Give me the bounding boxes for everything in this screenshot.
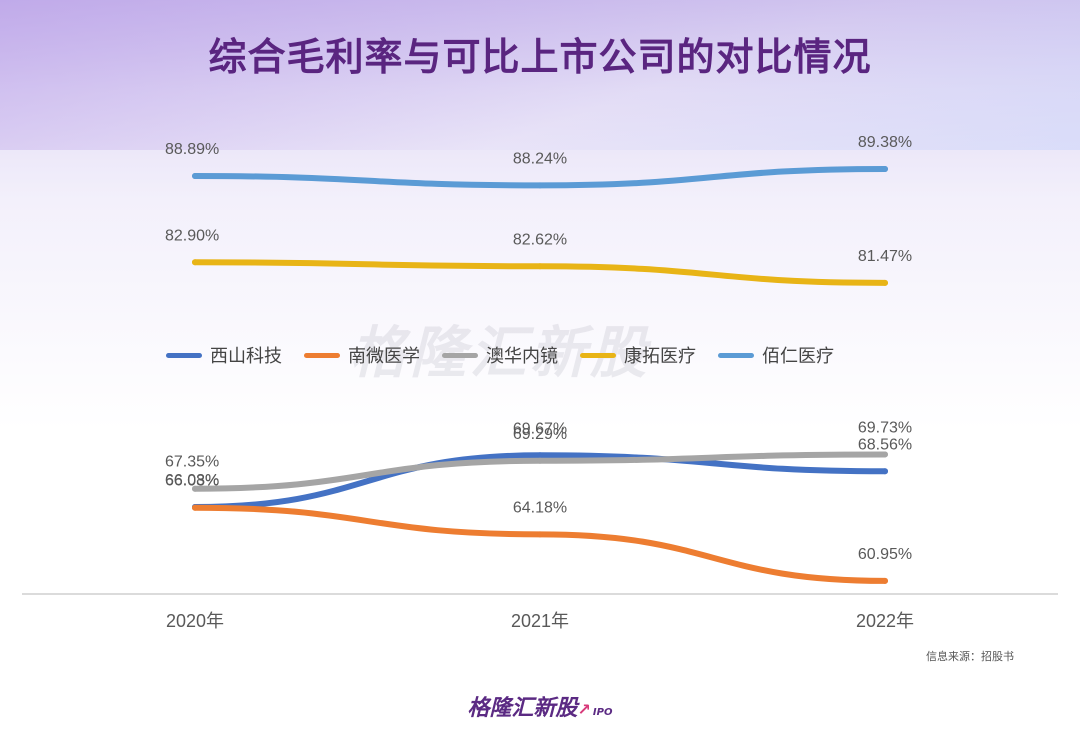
legend-label: 西山科技 — [210, 346, 282, 367]
legend-item: 南微医学 — [304, 342, 420, 368]
data-label: 81.47% — [858, 248, 912, 265]
data-label: 66.08% — [165, 472, 219, 489]
data-point — [882, 451, 888, 458]
legend-label: 佰仁医疗 — [762, 346, 834, 367]
legend-swatch — [442, 352, 478, 358]
data-label: 69.73% — [858, 419, 912, 436]
data-label: 88.24% — [513, 150, 567, 167]
legend-item: 澳华内镜 — [442, 342, 558, 368]
data-point — [192, 504, 198, 511]
data-point — [192, 259, 198, 266]
data-label: 66.03% — [165, 473, 219, 490]
data-point — [882, 165, 888, 172]
data-label: 82.62% — [513, 231, 567, 248]
legend-item: 佰仁医疗 — [718, 342, 834, 368]
brand-logo: 格隆汇新股↗ IPO — [0, 690, 1080, 722]
data-labels: 66.08% 69.67% 68.56% 66.03% 64.18% 60.95% 67.3… — [165, 134, 912, 563]
series-lines — [192, 165, 888, 584]
x-tick-label: 2021年 — [511, 611, 569, 631]
data-label: 68.56% — [858, 436, 912, 453]
data-point — [192, 485, 198, 492]
chart-legend: 西山科技 南微医学 澳华内镜 康拓医疗 佰仁医疗 — [166, 343, 856, 367]
data-label: 89.38% — [858, 134, 912, 151]
data-label: 60.95% — [858, 546, 912, 563]
data-point — [537, 182, 543, 189]
legend-swatch — [718, 352, 754, 358]
legend-label: 澳华内镜 — [486, 346, 558, 367]
data-label: 64.18% — [513, 499, 567, 516]
chart-title: 综合毛利率与可比上市公司的对比情况 — [208, 34, 872, 79]
data-point — [192, 173, 198, 179]
brand-suffix: IPO — [592, 707, 613, 718]
brand-name: 格隆汇新股 — [467, 696, 578, 721]
series-line-1 — [192, 504, 888, 584]
legend-label: 南微医学 — [348, 346, 420, 367]
x-tick-label: 2022年 — [856, 611, 914, 631]
data-point — [882, 577, 888, 584]
data-label: 69.29% — [513, 426, 567, 443]
data-point — [882, 279, 888, 286]
legend-swatch — [166, 352, 202, 358]
data-point — [882, 468, 888, 475]
data-label: 67.35% — [165, 454, 219, 471]
trend-arrow-icon: ↗ — [577, 700, 591, 719]
data-point — [537, 263, 543, 270]
data-label: 82.90% — [165, 227, 219, 244]
legend-item: 西山科技 — [166, 342, 282, 368]
data-point — [537, 457, 543, 464]
legend-item: 康拓医疗 — [580, 342, 696, 368]
data-label: 88.89% — [165, 141, 219, 158]
x-tick-labels: 2020年 2021年 2022年 — [166, 611, 914, 631]
x-tick-label: 2020年 — [166, 611, 224, 631]
legend-label: 康拓医疗 — [624, 346, 696, 367]
data-point — [537, 452, 543, 459]
data-label: 69.67% — [513, 420, 567, 437]
source-note: 信息来源：招股书 — [926, 650, 1014, 663]
legend-swatch — [304, 352, 340, 358]
data-point — [537, 531, 543, 538]
legend-swatch — [580, 352, 616, 358]
